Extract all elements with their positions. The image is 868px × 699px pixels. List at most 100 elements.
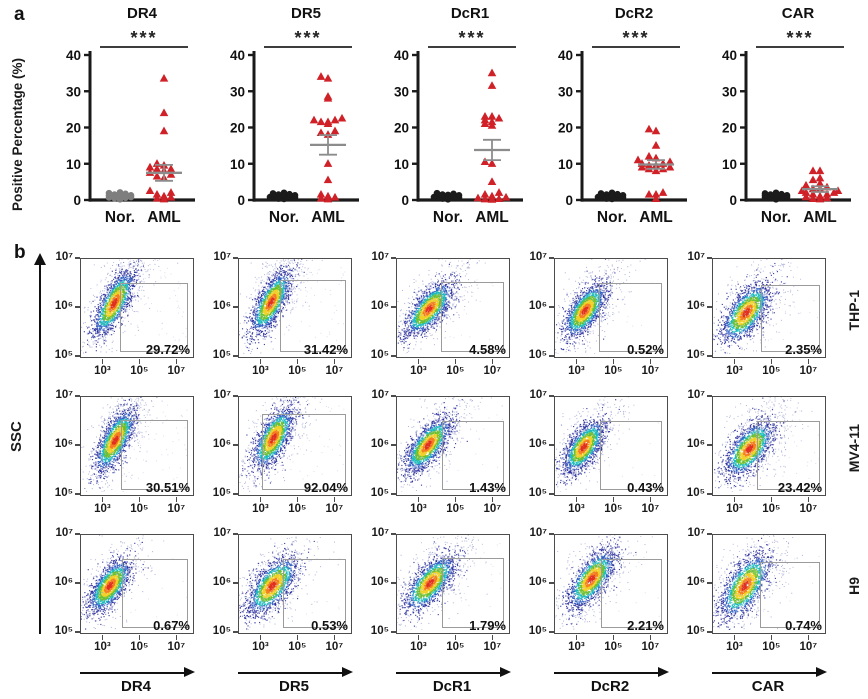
x-tick <box>454 497 457 502</box>
x-tick <box>296 359 299 364</box>
y-tick-label: 10⁶ <box>370 300 389 312</box>
gate-percentage: 0.74% <box>785 618 822 633</box>
x-tick <box>770 635 773 640</box>
aml-point <box>159 194 169 203</box>
x-tick <box>454 635 457 640</box>
nor-point <box>455 191 463 199</box>
x-tick-label: 10³ <box>252 503 269 515</box>
aml-point <box>487 177 497 185</box>
y-tick-label: 0 <box>401 193 409 208</box>
scatter-plot-svg: CAR *** 0 10 20 30 40 Nor. AML <box>722 5 851 226</box>
flow-plot-frame: 1.79% <box>396 534 510 634</box>
flow-plot-H9-DcR1: 10⁷ 10⁶ 10⁵ 10³ 10⁵ 10⁷ 1.79% <box>362 527 520 666</box>
row-label-text: H9 <box>846 577 862 595</box>
x-axis-label-dcr2: DcR2 <box>590 678 630 695</box>
y-tick-label: 10⁶ <box>686 300 705 312</box>
x-tick-label: 10⁷ <box>167 503 186 515</box>
aml-point <box>644 189 654 198</box>
y-tick <box>391 444 396 446</box>
x-tick-label: 10⁵ <box>762 641 781 653</box>
aml-point <box>323 119 333 127</box>
nor-point <box>619 191 627 199</box>
aml-point <box>801 188 811 196</box>
flow-plot-MV4-11-DR4: 10⁷ 10⁶ 10⁵ 10³ 10⁵ 10⁷ 30.51% <box>46 389 204 528</box>
x-tick <box>491 497 494 502</box>
y-tick <box>75 631 80 633</box>
aml-point <box>487 81 497 89</box>
row-label-thp1: THP-1 <box>844 254 864 366</box>
flow-plot-frame: 92.04% <box>238 396 352 496</box>
x-tick-label: 10³ <box>94 365 111 377</box>
y-tick-label: 10⁶ <box>54 438 73 450</box>
y-tick-label: 10⁷ <box>213 527 231 539</box>
nor-point <box>116 191 124 199</box>
y-tick <box>75 355 80 357</box>
density-cloud <box>397 397 506 492</box>
nor-point <box>761 192 769 199</box>
scatter-plot-svg: DcR1 *** 0 10 20 30 40 Nor. AML <box>394 5 523 226</box>
gate-rectangle <box>600 558 663 628</box>
y-tick-label: 30 <box>230 84 245 99</box>
density-cloud <box>555 397 664 492</box>
y-tick-label: 20 <box>558 121 573 136</box>
aml-point <box>330 115 340 124</box>
aml-point <box>651 126 661 135</box>
row-label-text: THP-1 <box>846 289 862 331</box>
x-tick <box>296 497 299 502</box>
flow-plot-MV4-11-DR5: 10⁷ 10⁶ 10⁵ 10³ 10⁵ 10⁷ 92.04% <box>204 389 362 528</box>
x-tick-label: 10⁵ <box>604 641 623 653</box>
x-tick-label: 10³ <box>726 641 743 653</box>
plot-title: DR4 <box>127 5 158 22</box>
aml-point <box>651 194 661 203</box>
aml-point <box>309 115 319 124</box>
category-label-aml: AML <box>311 209 345 226</box>
plot-title: DcR2 <box>615 5 653 22</box>
x-axis-arrowhead-icon <box>816 667 827 677</box>
y-tick <box>233 493 238 495</box>
gate-percentage: 29.72% <box>145 342 190 357</box>
gate-rectangle <box>760 284 821 352</box>
x-tick-label: 10⁷ <box>799 641 818 653</box>
y-tick <box>707 257 712 259</box>
panel-b-label: b <box>14 242 26 263</box>
nor-point <box>122 194 129 202</box>
y-tick-label: 0 <box>73 193 81 208</box>
gate-percentage: 1.79% <box>469 618 506 633</box>
aml-point <box>487 159 497 167</box>
nor-point <box>603 195 610 202</box>
x-tick-label: 10³ <box>94 503 111 515</box>
flow-plot-THP-1-DcR2: 10⁷ 10⁶ 10⁵ 10³ 10⁵ 10⁷ 0.52% <box>520 251 678 390</box>
gate-percentage: 23.42% <box>777 480 822 495</box>
aml-point <box>480 119 490 127</box>
mean-sem-error-bar <box>146 163 182 182</box>
x-tick-label: 10⁷ <box>325 365 344 377</box>
nor-point <box>280 189 288 197</box>
density-cloud <box>239 535 348 630</box>
aml-point <box>801 192 811 201</box>
y-tick-label: 10⁷ <box>687 527 705 539</box>
category-label-aml: AML <box>475 209 509 226</box>
y-tick-label: 10⁷ <box>55 389 73 401</box>
y-tick-label: 10⁶ <box>54 300 73 312</box>
x-tick <box>417 635 420 640</box>
x-tick <box>138 497 141 502</box>
gate-percentage: 4.58% <box>469 342 506 357</box>
y-tick-label: 10⁶ <box>212 576 231 588</box>
nor-point <box>430 193 438 201</box>
y-tick-label: 10⁶ <box>370 576 389 588</box>
aml-point <box>494 113 504 122</box>
row-label-mv411: MV4-11 <box>844 392 864 504</box>
y-tick-label: 10⁶ <box>528 300 547 312</box>
y-tick <box>549 533 554 535</box>
y-tick <box>707 355 712 357</box>
x-axis-label-dcr1: DcR1 <box>432 678 472 695</box>
x-tick <box>101 635 104 640</box>
x-tick <box>733 635 736 640</box>
aml-point <box>494 194 504 203</box>
y-tick <box>75 444 80 446</box>
flow-plot-MV4-11-CAR: 10⁷ 10⁶ 10⁵ 10³ 10⁵ 10⁷ 23.42% <box>678 389 836 528</box>
aml-point <box>644 151 654 160</box>
x-tick <box>491 635 494 640</box>
panel-a-plots: DR4 *** 0 10 20 30 40 Nor. AML DR5 *** 0 10 20 30 40 Nor… <box>42 0 862 238</box>
density-cloud <box>397 259 506 354</box>
